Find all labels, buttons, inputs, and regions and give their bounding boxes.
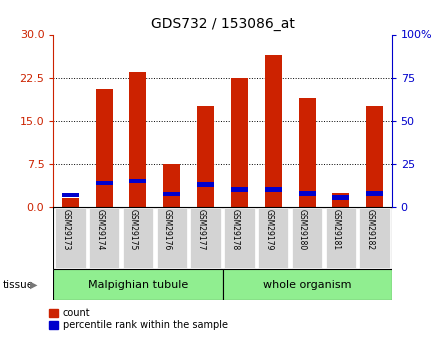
FancyBboxPatch shape (292, 208, 322, 268)
FancyBboxPatch shape (326, 208, 356, 268)
Bar (129, 72, 146, 207)
Text: GSM29174: GSM29174 (95, 209, 104, 250)
FancyBboxPatch shape (190, 208, 221, 268)
Bar (129, 179, 146, 184)
Bar (163, 164, 180, 207)
Bar (265, 55, 282, 207)
Text: GSM29180: GSM29180 (298, 209, 307, 250)
Text: GSM29176: GSM29176 (163, 209, 172, 250)
Text: whole organism: whole organism (263, 280, 351, 289)
FancyBboxPatch shape (224, 208, 255, 268)
Bar (299, 191, 316, 196)
Text: GSM29175: GSM29175 (129, 209, 138, 250)
Bar (332, 193, 349, 207)
Text: GSM29177: GSM29177 (197, 209, 206, 250)
Bar (96, 89, 113, 207)
Bar (265, 187, 282, 192)
Bar (163, 192, 180, 196)
Text: GSM29179: GSM29179 (264, 209, 273, 250)
FancyBboxPatch shape (258, 208, 288, 268)
Bar (222, 269, 392, 300)
Text: GSM29182: GSM29182 (366, 209, 375, 250)
Legend: count, percentile rank within the sample: count, percentile rank within the sample (49, 308, 228, 331)
Text: GSM29178: GSM29178 (231, 209, 239, 250)
Text: tissue: tissue (2, 280, 33, 289)
FancyBboxPatch shape (123, 208, 153, 268)
Bar (197, 106, 214, 207)
Bar (231, 78, 248, 207)
Bar (53, 269, 222, 300)
FancyBboxPatch shape (360, 208, 390, 268)
FancyBboxPatch shape (157, 208, 187, 268)
Bar (299, 98, 316, 207)
Bar (197, 182, 214, 187)
Bar (332, 195, 349, 200)
FancyBboxPatch shape (55, 208, 85, 268)
Bar (62, 193, 79, 197)
FancyBboxPatch shape (89, 208, 119, 268)
Title: GDS732 / 153086_at: GDS732 / 153086_at (150, 17, 295, 31)
Bar (366, 191, 383, 196)
Text: GSM29173: GSM29173 (61, 209, 70, 250)
Text: Malpighian tubule: Malpighian tubule (88, 280, 188, 289)
Text: GSM29181: GSM29181 (332, 209, 341, 250)
Bar (231, 187, 248, 192)
Bar (366, 106, 383, 207)
Bar (96, 180, 113, 185)
Bar (62, 198, 79, 207)
Text: ▶: ▶ (30, 280, 38, 289)
